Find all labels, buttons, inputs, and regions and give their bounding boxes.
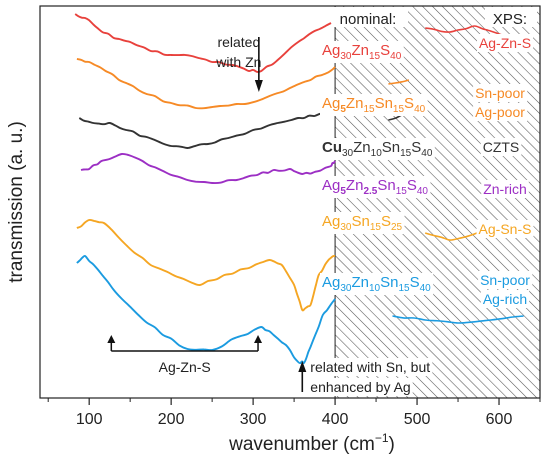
x-tick-label-200: 200 bbox=[158, 411, 185, 428]
xps-label-bg-2-2 bbox=[473, 103, 528, 121]
xps-label-5-1: Ag-Sn-S bbox=[479, 221, 532, 237]
annotation-sn-bg-1 bbox=[308, 358, 433, 376]
xps-label-2-2: Ag-poor bbox=[475, 104, 525, 120]
series-label-2: Ag5Zn15Sn15S40 bbox=[322, 95, 426, 115]
header-nominal: nominal: bbox=[340, 11, 397, 28]
xps-label-bg-2-1 bbox=[473, 84, 528, 102]
series-label-4: Ag5Zn2.5Sn15S40 bbox=[322, 177, 428, 197]
hatched-region bbox=[335, 6, 540, 398]
series-curve-1 bbox=[74, 13, 332, 73]
xps-label-bg-3-1 bbox=[480, 138, 522, 156]
annotation-agzns-label: Ag-Zn-S bbox=[159, 359, 211, 375]
series-curve-3 bbox=[78, 110, 336, 149]
annotation-sn-arrow-head bbox=[298, 361, 307, 372]
xps-label-4-1: Zn-rich bbox=[483, 181, 527, 197]
x-axis-label: wavenumber (cm−1) bbox=[228, 431, 395, 455]
series-curve-5 bbox=[76, 218, 336, 312]
header-xps: XPS: bbox=[493, 11, 527, 28]
x-tick-label-600: 600 bbox=[486, 411, 513, 428]
x-tick-label-400: 400 bbox=[322, 411, 349, 428]
series-label-bg-5 bbox=[320, 212, 405, 234]
annotation-sn-text-2: enhanced by Ag bbox=[310, 379, 410, 395]
xps-label-3-1: CZTS bbox=[483, 139, 520, 155]
annotation-zn-text-2: with Zn bbox=[215, 54, 261, 70]
plot-frame bbox=[39, 5, 541, 399]
series-label-6: Ag30Zn10Sn15S40 bbox=[322, 274, 431, 294]
annotation-sn-bg-2 bbox=[308, 378, 413, 396]
series-xps-trace-6 bbox=[392, 315, 524, 324]
y-axis-label: transmission (a. u.) bbox=[6, 121, 27, 283]
xps-label-6-2: Ag-rich bbox=[483, 291, 527, 307]
annotation-sn-text-1: related with Sn, but bbox=[310, 359, 430, 375]
x-tick-label-100: 100 bbox=[76, 411, 103, 428]
x-tick-label-500: 500 bbox=[404, 411, 431, 428]
xps-label-6-1: Sn-poor bbox=[480, 272, 530, 288]
xps-label-bg-6-1 bbox=[478, 271, 533, 289]
xps-label-bg-5-1 bbox=[476, 220, 534, 238]
xps-label-1-1: Ag-Zn-S bbox=[479, 35, 531, 51]
x-tick-label-300: 300 bbox=[240, 411, 267, 428]
series-label-5: Ag30Sn15S25 bbox=[322, 213, 403, 233]
series-label-bg-1 bbox=[320, 41, 404, 63]
annotation-agzns-tickhead-2 bbox=[254, 335, 263, 343]
annotation-agzns-tickhead-1 bbox=[107, 335, 116, 343]
series-curve-4 bbox=[80, 153, 336, 185]
header-xps-bg bbox=[485, 7, 537, 27]
xps-label-bg-1-1 bbox=[476, 34, 534, 52]
series-label-bg-2 bbox=[320, 94, 428, 116]
xps-label-2-1: Sn-poor bbox=[475, 85, 525, 101]
series-curve-2 bbox=[76, 58, 336, 110]
series-label-3: Cu30Zn10Sn15S40 bbox=[322, 139, 433, 159]
series-curve-6 bbox=[76, 254, 336, 365]
series-label-bg-4 bbox=[320, 176, 431, 198]
annotation-zn-text-1: related bbox=[217, 34, 260, 50]
series-label-bg-6 bbox=[320, 273, 434, 295]
series-xps-trace-2 bbox=[388, 79, 410, 85]
header-nominal-bg bbox=[330, 7, 408, 27]
annotation-zn-arrow-head bbox=[254, 80, 263, 92]
series-label-bg-3 bbox=[320, 138, 435, 160]
xps-label-bg-6-2 bbox=[480, 290, 530, 308]
xps-label-bg-4-1 bbox=[481, 180, 529, 198]
series-label-1: Ag30Zn15S40 bbox=[322, 42, 402, 62]
